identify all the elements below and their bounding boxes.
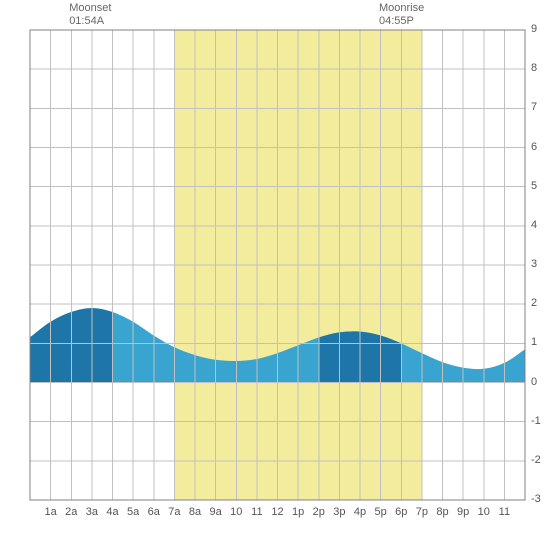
x-tick-label: 8p: [433, 506, 453, 518]
x-tick-label: 3p: [329, 506, 349, 518]
x-tick-label: 8a: [185, 506, 205, 518]
y-tick-label: -2: [531, 454, 541, 466]
x-tick-label: 10: [474, 506, 494, 518]
x-tick-label: 12: [268, 506, 288, 518]
x-tick-label: 4a: [103, 506, 123, 518]
plot-area: [0, 0, 550, 550]
x-tick-label: 2a: [61, 506, 81, 518]
y-tick-label: 4: [531, 219, 537, 231]
x-tick-label: 11: [247, 506, 267, 518]
y-tick-label: 3: [531, 258, 537, 270]
y-tick-label: -3: [531, 493, 541, 505]
y-tick-label: 0: [531, 376, 537, 388]
x-tick-label: 5p: [371, 506, 391, 518]
x-tick-label: 10: [226, 506, 246, 518]
y-tick-label: 8: [531, 62, 537, 74]
x-tick-label: 3a: [82, 506, 102, 518]
y-tick-label: 9: [531, 23, 537, 35]
x-tick-label: 7p: [412, 506, 432, 518]
x-tick-label: 2p: [309, 506, 329, 518]
y-tick-label: 5: [531, 180, 537, 192]
x-tick-label: 6p: [391, 506, 411, 518]
x-tick-label: 4p: [350, 506, 370, 518]
y-tick-label: 6: [531, 141, 537, 153]
x-tick-label: 1a: [41, 506, 61, 518]
y-tick-label: 7: [531, 101, 537, 113]
tide-chart: Moonset 01:54A Moonrise 04:55P 1a2a3a4a5…: [0, 0, 550, 550]
y-tick-label: 1: [531, 336, 537, 348]
x-tick-label: 11: [494, 506, 514, 518]
y-tick-label: 2: [531, 297, 537, 309]
x-tick-label: 9p: [453, 506, 473, 518]
x-tick-label: 1p: [288, 506, 308, 518]
x-tick-label: 6a: [144, 506, 164, 518]
x-tick-label: 5a: [123, 506, 143, 518]
x-tick-label: 9a: [206, 506, 226, 518]
y-tick-label: -1: [531, 415, 541, 427]
x-tick-label: 7a: [164, 506, 184, 518]
